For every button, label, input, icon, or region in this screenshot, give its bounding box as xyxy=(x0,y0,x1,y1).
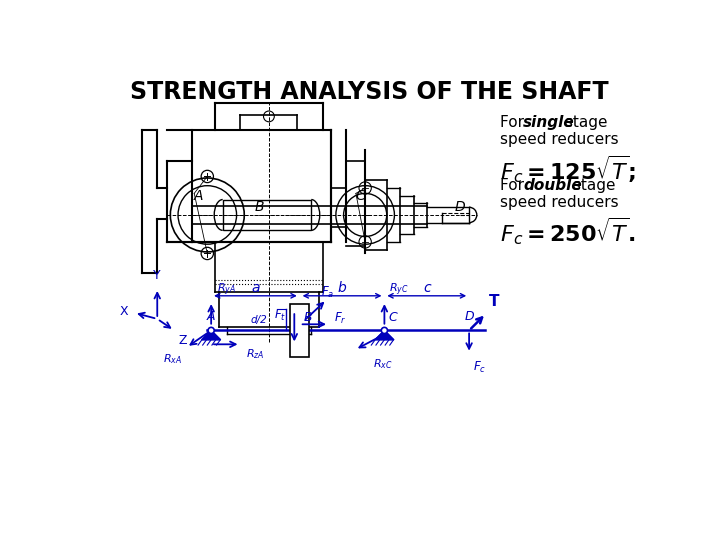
Text: $\mathbf{\it{F}}_{\mathbf{\it{c}}}$$\mathbf{ = 125\sqrt{\it{T}}}$$\mathbf{;}$: $\mathbf{\it{F}}_{\mathbf{\it{c}}}$$\mat… xyxy=(500,153,636,185)
Text: $F_r$: $F_r$ xyxy=(334,312,347,327)
Text: $\mathbf{\it{F}}_{\mathbf{\it{c}}}$$\mathbf{ = 250\sqrt{\it{T}}}$$\mathbf{.}$: $\mathbf{\it{F}}_{\mathbf{\it{c}}}$$\mat… xyxy=(500,215,636,247)
Text: $F_c$: $F_c$ xyxy=(473,360,486,375)
Text: B: B xyxy=(255,200,264,214)
Text: $R_{zA}$: $R_{zA}$ xyxy=(246,347,264,361)
Text: B: B xyxy=(304,311,312,325)
Text: C: C xyxy=(356,188,366,202)
Text: Z: Z xyxy=(179,334,187,347)
Text: For: For xyxy=(500,178,528,193)
Text: D: D xyxy=(464,310,474,323)
Text: b: b xyxy=(338,281,346,295)
Text: C: C xyxy=(388,311,397,325)
Text: d/2: d/2 xyxy=(251,315,267,325)
Text: speed reducers: speed reducers xyxy=(500,195,618,210)
Circle shape xyxy=(382,327,387,334)
Polygon shape xyxy=(202,330,220,340)
Text: $R_{xA}$: $R_{xA}$ xyxy=(163,352,182,366)
Circle shape xyxy=(208,327,215,334)
Text: For: For xyxy=(500,115,528,130)
Bar xyxy=(290,303,309,357)
Text: $R_{xC}$: $R_{xC}$ xyxy=(373,357,392,371)
Polygon shape xyxy=(375,330,394,340)
Text: stage: stage xyxy=(560,115,608,130)
Text: Y: Y xyxy=(153,269,161,282)
Text: $R_{yC}$: $R_{yC}$ xyxy=(389,282,409,298)
Text: speed reducers: speed reducers xyxy=(500,132,618,147)
Text: A: A xyxy=(207,310,215,323)
Text: T: T xyxy=(489,294,500,309)
Text: a: a xyxy=(251,281,260,295)
Text: STRENGTH ANALYSIS OF THE SHAFT: STRENGTH ANALYSIS OF THE SHAFT xyxy=(130,80,608,104)
Text: $F_t$: $F_t$ xyxy=(274,307,286,322)
Text: D: D xyxy=(454,200,465,214)
Text: double: double xyxy=(523,178,582,193)
Text: A: A xyxy=(194,188,204,202)
Bar xyxy=(222,200,311,231)
Text: X: X xyxy=(120,305,128,318)
Text: $R_{yA}$: $R_{yA}$ xyxy=(217,282,236,298)
Text: stage: stage xyxy=(567,178,615,193)
Text: $F_a$: $F_a$ xyxy=(321,285,335,300)
Text: single: single xyxy=(523,115,575,130)
Text: c: c xyxy=(423,281,431,295)
